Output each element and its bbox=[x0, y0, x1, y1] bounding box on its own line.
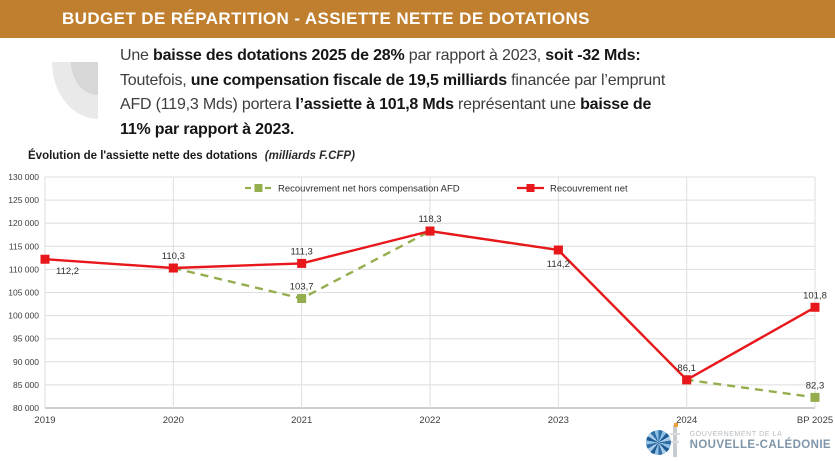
x-tick-label: 2019 bbox=[34, 415, 55, 426]
logo-text: GOUVERNEMENT DE LA NOUVELLE-CALÉDONIE bbox=[690, 431, 831, 450]
x-tick-label: BP 2025 bbox=[797, 415, 833, 426]
summary-segment: une compensation fiscale de 19,5 milliar… bbox=[190, 71, 507, 89]
data-point-marker bbox=[425, 226, 435, 236]
data-label: 82,3 bbox=[806, 380, 825, 391]
data-label: 114,2 bbox=[547, 259, 570, 270]
legend-marker bbox=[254, 184, 263, 192]
decorative-quarter-ring-inner bbox=[71, 62, 98, 95]
y-tick-label: 130 000 bbox=[8, 172, 39, 182]
summary-segment: Toutefois, bbox=[120, 71, 191, 89]
chart-title: Évolution de l'assiette nette des dotati… bbox=[28, 150, 355, 162]
data-point-marker bbox=[40, 254, 50, 264]
data-point-marker bbox=[810, 392, 820, 402]
logo-pinwheel-icon bbox=[645, 430, 671, 455]
data-label: 111,3 bbox=[290, 246, 312, 257]
x-tick-label: 2020 bbox=[163, 415, 184, 426]
logo-emblem-icon bbox=[645, 423, 684, 457]
y-tick-label: 120 000 bbox=[8, 218, 39, 228]
data-point-marker bbox=[297, 258, 307, 268]
y-tick-label: 80 000 bbox=[13, 403, 39, 413]
chart-svg: 80 000 85 000 90 000 95 000 100 000 105 000 11… bbox=[8, 172, 833, 426]
logo-org-line1: GOUVERNEMENT DE LA bbox=[689, 431, 783, 439]
y-tick-label: 125 000 bbox=[8, 195, 39, 205]
legend-label: Recouvrement net hors compensation AFD bbox=[278, 184, 460, 195]
data-point-marker bbox=[682, 375, 692, 385]
chart-title-units: (milliards F.CFP) bbox=[264, 150, 355, 162]
y-tick-label: 100 000 bbox=[8, 311, 39, 321]
decorative-quarter-ring bbox=[52, 62, 98, 119]
data-point-marker bbox=[297, 294, 307, 304]
data-point-marker bbox=[810, 302, 820, 312]
data-label: 101,8 bbox=[803, 290, 827, 301]
data-label: 112,2 bbox=[56, 266, 79, 277]
logo-org-line2: NOUVELLE-CALÉDONIE bbox=[689, 438, 831, 451]
header-bar: BUDGET DE RÉPARTITION - ASSIETTE NETTE D… bbox=[0, 0, 835, 38]
x-tick-label: 2023 bbox=[548, 415, 569, 426]
summary-text: Une baisse des dotations 2025 de 28% par… bbox=[120, 44, 810, 142]
data-point-marker bbox=[168, 263, 178, 273]
x-tick-label: 2022 bbox=[419, 415, 440, 426]
data-label: 103,7 bbox=[290, 282, 314, 293]
x-tick-label: 2024 bbox=[676, 415, 697, 426]
data-label: 86,1 bbox=[677, 363, 696, 374]
y-tick-label: 85 000 bbox=[13, 380, 39, 390]
logo-totem-icon bbox=[669, 425, 680, 457]
summary-segment: par rapport à 2023, bbox=[404, 47, 546, 64]
legend-label: Recouvrement net bbox=[550, 184, 628, 195]
logo-dot-icon bbox=[673, 423, 678, 427]
y-tick-label: 105 000 bbox=[8, 288, 39, 298]
y-tick-label: 110 000 bbox=[9, 264, 39, 274]
y-tick-label: 95 000 bbox=[13, 334, 39, 344]
summary-segment: l’assiette à 101,8 Mds bbox=[295, 96, 454, 113]
series-line-dashed bbox=[173, 229, 816, 399]
data-label: 118,3 bbox=[418, 214, 441, 225]
y-tick-label: 115 000 bbox=[9, 241, 39, 251]
data-point-marker bbox=[553, 245, 563, 255]
summary-segment: Une bbox=[120, 47, 153, 64]
x-tick-label: 2021 bbox=[291, 415, 312, 426]
summary-segment: 11% par rapport à 2023. bbox=[120, 120, 295, 138]
chart-title-main: Évolution de l'assiette nette des dotati… bbox=[28, 150, 258, 162]
government-logo: GOUVERNEMENT DE LA NOUVELLE-CALÉDONIE bbox=[645, 423, 831, 457]
page-title: BUDGET DE RÉPARTITION - ASSIETTE NETTE D… bbox=[62, 9, 590, 28]
summary-segment: baisse des dotations 2025 de 28% bbox=[153, 47, 405, 64]
legend-marker bbox=[526, 184, 535, 192]
summary-segment: soit -32 Mds: bbox=[545, 47, 641, 64]
summary-segment: financée par l’emprunt bbox=[506, 71, 666, 89]
summary-segment: représentant une bbox=[453, 96, 581, 113]
y-tick-label: 90 000 bbox=[13, 357, 39, 367]
summary-segment: AFD (119,3 Mds) portera bbox=[120, 96, 296, 113]
summary-segment: baisse de bbox=[580, 96, 652, 113]
data-label: 110,3 bbox=[162, 251, 185, 262]
